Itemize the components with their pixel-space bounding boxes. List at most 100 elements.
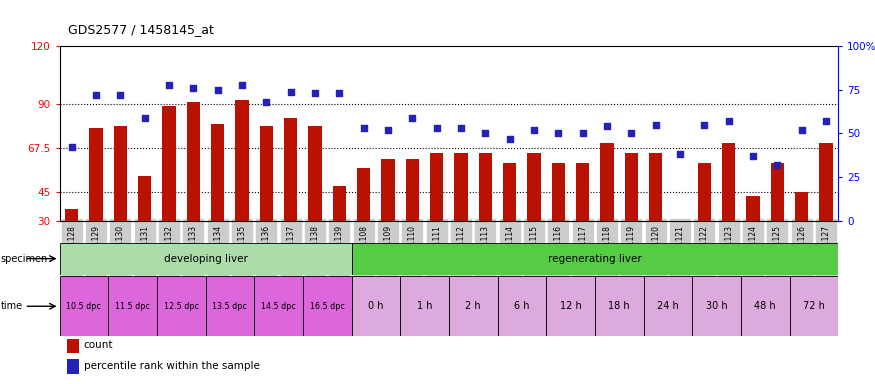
Point bbox=[625, 131, 639, 137]
Bar bbox=[430, 153, 444, 221]
Bar bbox=[66, 359, 79, 374]
Text: 72 h: 72 h bbox=[803, 301, 825, 311]
Text: 10.5 dpc: 10.5 dpc bbox=[66, 302, 102, 311]
Point bbox=[454, 125, 468, 131]
Point bbox=[430, 125, 444, 131]
Text: percentile rank within the sample: percentile rank within the sample bbox=[84, 361, 260, 371]
Bar bbox=[722, 143, 735, 221]
Bar bbox=[163, 106, 176, 221]
Point bbox=[648, 122, 662, 128]
Point bbox=[503, 136, 517, 142]
Point bbox=[551, 131, 565, 137]
Text: GDS2577 / 1458145_at: GDS2577 / 1458145_at bbox=[68, 23, 214, 36]
Point bbox=[235, 81, 249, 88]
Text: 48 h: 48 h bbox=[754, 301, 776, 311]
Bar bbox=[625, 153, 638, 221]
Point bbox=[357, 125, 371, 131]
Text: 12.5 dpc: 12.5 dpc bbox=[164, 302, 199, 311]
Point bbox=[746, 153, 760, 159]
Point bbox=[722, 118, 736, 124]
Bar bbox=[741, 276, 789, 336]
Bar bbox=[819, 143, 833, 221]
Text: specimen: specimen bbox=[1, 253, 48, 264]
Text: 13.5 dpc: 13.5 dpc bbox=[213, 302, 248, 311]
Bar bbox=[211, 124, 224, 221]
Bar bbox=[528, 153, 541, 221]
Point bbox=[673, 151, 687, 157]
Point bbox=[697, 122, 711, 128]
Point bbox=[259, 99, 273, 105]
Bar bbox=[400, 276, 449, 336]
Point bbox=[479, 131, 493, 137]
Bar bbox=[692, 276, 741, 336]
Bar bbox=[449, 276, 498, 336]
Bar bbox=[284, 118, 298, 221]
Point bbox=[89, 92, 103, 98]
Point bbox=[576, 131, 590, 137]
Bar bbox=[66, 337, 79, 353]
Bar bbox=[60, 243, 352, 275]
Text: regenerating liver: regenerating liver bbox=[548, 253, 641, 264]
Text: 0 h: 0 h bbox=[368, 301, 383, 311]
Bar bbox=[552, 162, 565, 221]
Bar bbox=[308, 126, 322, 221]
Bar bbox=[255, 276, 303, 336]
Point bbox=[162, 81, 176, 88]
Bar bbox=[260, 126, 273, 221]
Bar bbox=[600, 143, 613, 221]
Bar bbox=[746, 195, 760, 221]
Text: 14.5 dpc: 14.5 dpc bbox=[261, 302, 296, 311]
Bar bbox=[157, 276, 206, 336]
Bar bbox=[454, 153, 468, 221]
Text: 2 h: 2 h bbox=[466, 301, 481, 311]
Text: 16.5 dpc: 16.5 dpc bbox=[310, 302, 345, 311]
Bar bbox=[406, 159, 419, 221]
Point bbox=[332, 90, 346, 96]
Text: developing liver: developing liver bbox=[164, 253, 248, 264]
Point bbox=[186, 85, 200, 91]
Text: 30 h: 30 h bbox=[706, 301, 727, 311]
Bar bbox=[546, 276, 595, 336]
Bar bbox=[332, 186, 346, 221]
Text: 18 h: 18 h bbox=[608, 301, 630, 311]
Bar bbox=[206, 276, 255, 336]
Bar bbox=[65, 209, 79, 221]
Bar bbox=[697, 162, 711, 221]
Bar bbox=[352, 243, 838, 275]
Point bbox=[284, 88, 298, 94]
Point bbox=[819, 118, 833, 124]
Text: 11.5 dpc: 11.5 dpc bbox=[116, 302, 150, 311]
Bar bbox=[649, 153, 662, 221]
Bar bbox=[674, 221, 687, 236]
Bar bbox=[789, 276, 838, 336]
Text: count: count bbox=[84, 340, 114, 350]
Bar bbox=[114, 126, 127, 221]
Bar bbox=[235, 101, 248, 221]
Point bbox=[770, 162, 784, 168]
Bar bbox=[795, 192, 808, 221]
Bar bbox=[303, 276, 352, 336]
Point bbox=[527, 127, 541, 133]
Text: 12 h: 12 h bbox=[560, 301, 581, 311]
Bar bbox=[60, 276, 108, 336]
Point bbox=[114, 92, 128, 98]
Text: 6 h: 6 h bbox=[514, 301, 529, 311]
Point bbox=[405, 115, 419, 121]
Bar bbox=[89, 127, 102, 221]
Bar bbox=[108, 276, 157, 336]
Bar bbox=[138, 176, 151, 221]
Point bbox=[211, 87, 225, 93]
Point bbox=[137, 115, 151, 121]
Bar bbox=[576, 162, 590, 221]
Bar bbox=[352, 276, 400, 336]
Point bbox=[794, 127, 808, 133]
Bar bbox=[498, 276, 546, 336]
Bar bbox=[644, 276, 692, 336]
Point bbox=[381, 127, 395, 133]
Bar bbox=[503, 162, 516, 221]
Bar bbox=[186, 103, 200, 221]
Point bbox=[308, 90, 322, 96]
Bar bbox=[357, 169, 370, 221]
Bar bbox=[771, 162, 784, 221]
Point bbox=[600, 123, 614, 129]
